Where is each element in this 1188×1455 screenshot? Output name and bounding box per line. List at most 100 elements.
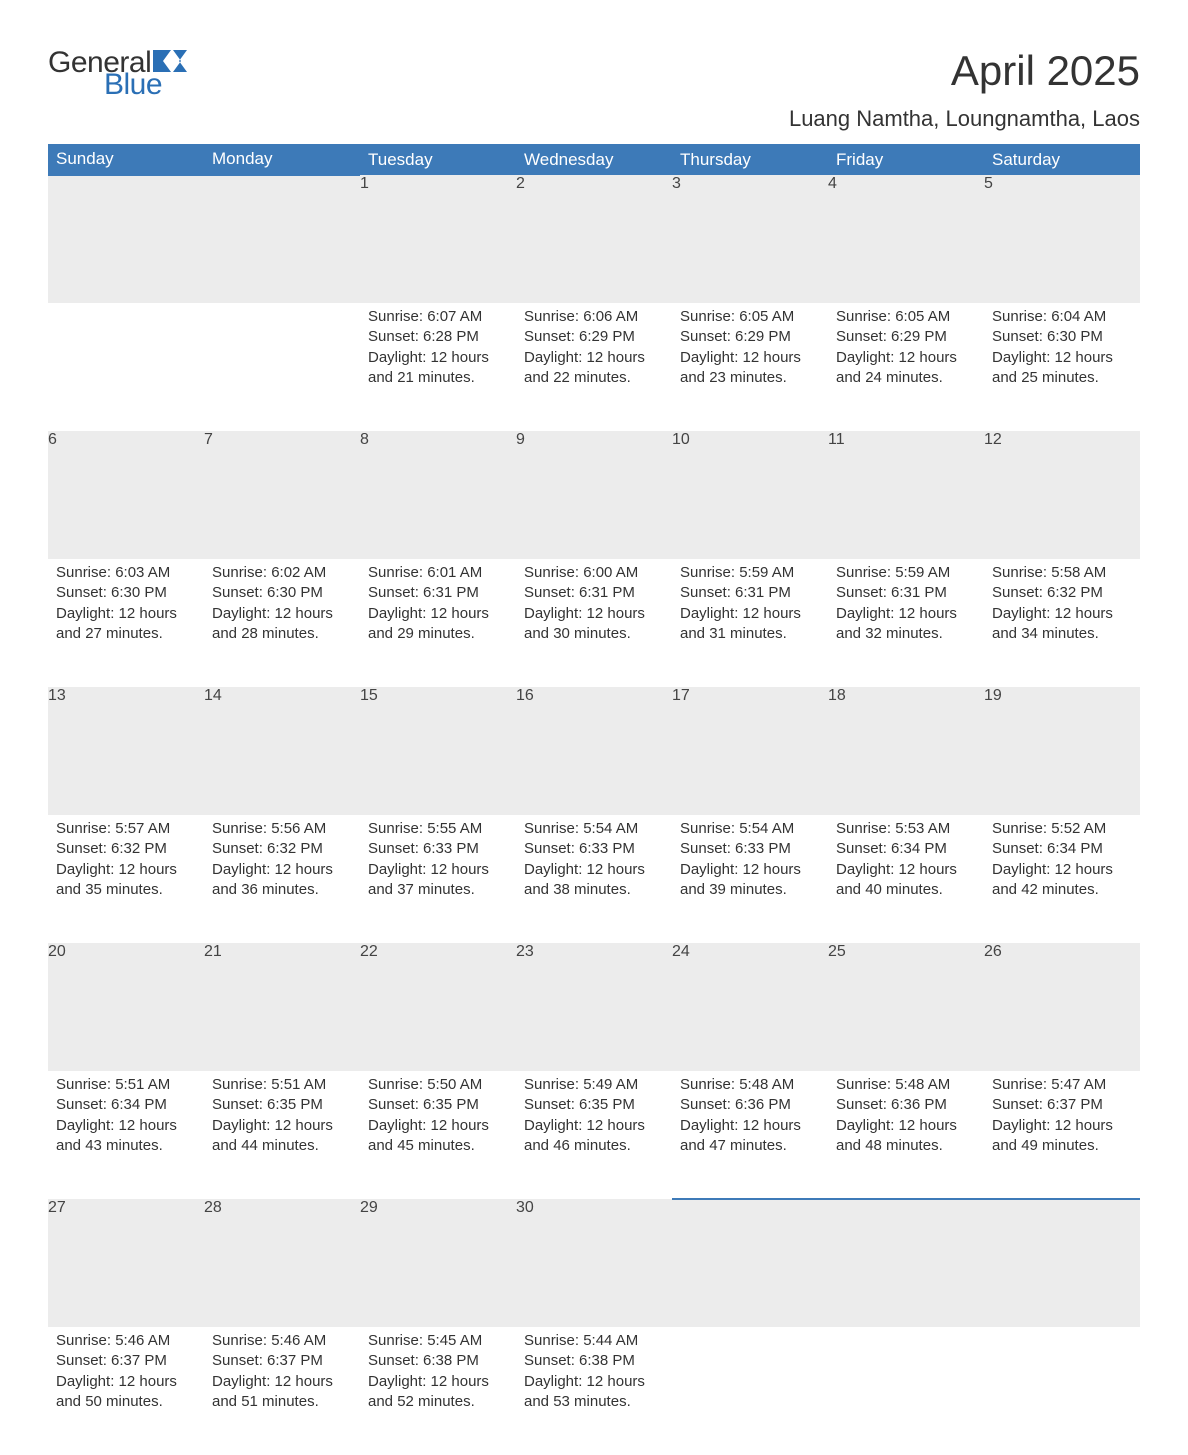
day-cell: Sunrise: 5:58 AMSunset: 6:32 PMDaylight:… [984, 559, 1140, 656]
day-day1: Daylight: 12 hours [212, 860, 352, 880]
day-day1: Daylight: 12 hours [992, 604, 1132, 624]
day-sunset: Sunset: 6:32 PM [212, 839, 352, 859]
day-sunset: Sunset: 6:31 PM [368, 583, 508, 603]
day-day1: Daylight: 12 hours [836, 348, 976, 368]
day-number: 4 [828, 175, 984, 303]
day-cell: Sunrise: 5:44 AMSunset: 6:38 PMDaylight:… [516, 1327, 672, 1424]
day-cell: Sunrise: 5:56 AMSunset: 6:32 PMDaylight:… [204, 815, 360, 912]
day-day2: and 37 minutes. [368, 880, 508, 900]
day-number [204, 175, 360, 303]
day-sunrise: Sunrise: 5:51 AM [56, 1075, 196, 1095]
day-day2: and 38 minutes. [524, 880, 664, 900]
day-number: 15 [360, 687, 516, 815]
day-sunset: Sunset: 6:32 PM [56, 839, 196, 859]
day-sunrise: Sunrise: 5:51 AM [212, 1075, 352, 1095]
day-cell: Sunrise: 5:57 AMSunset: 6:32 PMDaylight:… [48, 815, 204, 912]
day-sunset: Sunset: 6:29 PM [680, 327, 820, 347]
day-day2: and 48 minutes. [836, 1136, 976, 1156]
day-day2: and 24 minutes. [836, 368, 976, 388]
day-cell: Sunrise: 5:51 AMSunset: 6:34 PMDaylight:… [48, 1071, 204, 1168]
day-sunrise: Sunrise: 5:47 AM [992, 1075, 1132, 1095]
day-number: 18 [828, 687, 984, 815]
day-day2: and 44 minutes. [212, 1136, 352, 1156]
day-cell: Sunrise: 5:59 AMSunset: 6:31 PMDaylight:… [828, 559, 984, 656]
day-number [48, 175, 204, 303]
day-number: 22 [360, 943, 516, 1071]
header: General Blue April 2025 Luang Namtha, Lo… [48, 48, 1140, 140]
day-number: 16 [516, 687, 672, 815]
day-day1: Daylight: 12 hours [368, 1116, 508, 1136]
day-sunrise: Sunrise: 5:48 AM [836, 1075, 976, 1095]
day-day2: and 35 minutes. [56, 880, 196, 900]
day-cell [672, 1327, 828, 1343]
day-day1: Daylight: 12 hours [836, 860, 976, 880]
day-cell: Sunrise: 5:59 AMSunset: 6:31 PMDaylight:… [672, 559, 828, 656]
day-number [984, 1199, 1140, 1327]
day-number: 28 [204, 1199, 360, 1327]
day-cell [48, 303, 204, 319]
day-sunrise: Sunrise: 5:50 AM [368, 1075, 508, 1095]
day-sunrise: Sunrise: 5:45 AM [368, 1331, 508, 1351]
day-cell [204, 303, 360, 319]
day-sunrise: Sunrise: 5:54 AM [680, 819, 820, 839]
day-sunset: Sunset: 6:35 PM [368, 1095, 508, 1115]
day-day1: Daylight: 12 hours [524, 860, 664, 880]
location-text: Luang Namtha, Loungnamtha, Laos [789, 106, 1140, 132]
day-number [672, 1199, 828, 1327]
day-day1: Daylight: 12 hours [992, 1116, 1132, 1136]
day-cell: Sunrise: 5:54 AMSunset: 6:33 PMDaylight:… [516, 815, 672, 912]
day-sunrise: Sunrise: 5:46 AM [212, 1331, 352, 1351]
day-cell: Sunrise: 5:47 AMSunset: 6:37 PMDaylight:… [984, 1071, 1140, 1168]
day-day1: Daylight: 12 hours [992, 860, 1132, 880]
day-sunrise: Sunrise: 5:55 AM [368, 819, 508, 839]
day-cell: Sunrise: 6:06 AMSunset: 6:29 PMDaylight:… [516, 303, 672, 400]
day-number: 11 [828, 431, 984, 559]
day-day1: Daylight: 12 hours [212, 604, 352, 624]
day-cell: Sunrise: 6:05 AMSunset: 6:29 PMDaylight:… [828, 303, 984, 400]
weekday-header: Tuesday [360, 144, 516, 175]
day-sunset: Sunset: 6:34 PM [992, 839, 1132, 859]
day-day1: Daylight: 12 hours [56, 1372, 196, 1392]
day-day1: Daylight: 12 hours [524, 604, 664, 624]
day-day1: Daylight: 12 hours [836, 604, 976, 624]
day-sunset: Sunset: 6:37 PM [212, 1351, 352, 1371]
day-day2: and 22 minutes. [524, 368, 664, 388]
day-day1: Daylight: 12 hours [680, 860, 820, 880]
day-number: 12 [984, 431, 1140, 559]
day-cell: Sunrise: 6:07 AMSunset: 6:28 PMDaylight:… [360, 303, 516, 400]
day-sunset: Sunset: 6:29 PM [524, 327, 664, 347]
day-cell: Sunrise: 6:03 AMSunset: 6:30 PMDaylight:… [48, 559, 204, 656]
day-cell: Sunrise: 5:55 AMSunset: 6:33 PMDaylight:… [360, 815, 516, 912]
day-day2: and 49 minutes. [992, 1136, 1132, 1156]
weekday-header: Sunday [48, 144, 204, 175]
day-cell: Sunrise: 5:48 AMSunset: 6:36 PMDaylight:… [672, 1071, 828, 1168]
day-sunrise: Sunrise: 6:02 AM [212, 563, 352, 583]
day-sunset: Sunset: 6:31 PM [524, 583, 664, 603]
day-sunrise: Sunrise: 5:49 AM [524, 1075, 664, 1095]
day-day2: and 43 minutes. [56, 1136, 196, 1156]
day-day2: and 34 minutes. [992, 624, 1132, 644]
day-number: 9 [516, 431, 672, 559]
day-cell: Sunrise: 5:49 AMSunset: 6:35 PMDaylight:… [516, 1071, 672, 1168]
day-sunrise: Sunrise: 6:07 AM [368, 307, 508, 327]
day-sunrise: Sunrise: 6:01 AM [368, 563, 508, 583]
day-day1: Daylight: 12 hours [680, 604, 820, 624]
day-day2: and 21 minutes. [368, 368, 508, 388]
day-cell: Sunrise: 6:05 AMSunset: 6:29 PMDaylight:… [672, 303, 828, 400]
day-sunrise: Sunrise: 5:44 AM [524, 1331, 664, 1351]
day-cell [984, 1327, 1140, 1343]
day-sunset: Sunset: 6:32 PM [992, 583, 1132, 603]
day-day2: and 47 minutes. [680, 1136, 820, 1156]
day-day1: Daylight: 12 hours [992, 348, 1132, 368]
day-day1: Daylight: 12 hours [56, 860, 196, 880]
day-day2: and 30 minutes. [524, 624, 664, 644]
day-sunset: Sunset: 6:33 PM [368, 839, 508, 859]
day-day2: and 27 minutes. [56, 624, 196, 644]
page-title: April 2025 [789, 48, 1140, 94]
day-day1: Daylight: 12 hours [524, 348, 664, 368]
day-sunset: Sunset: 6:36 PM [680, 1095, 820, 1115]
logo-text-blue: Blue [104, 70, 162, 100]
day-sunset: Sunset: 6:38 PM [524, 1351, 664, 1371]
day-day1: Daylight: 12 hours [680, 348, 820, 368]
day-sunrise: Sunrise: 5:58 AM [992, 563, 1132, 583]
